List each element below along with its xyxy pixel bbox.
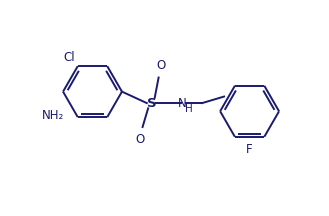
Text: NH₂: NH₂	[42, 109, 64, 122]
Text: H: H	[185, 104, 192, 114]
Text: O: O	[157, 59, 166, 72]
Text: F: F	[246, 143, 253, 156]
Text: Cl: Cl	[63, 51, 75, 64]
Text: N: N	[178, 97, 187, 110]
Text: O: O	[135, 133, 144, 146]
Text: S: S	[147, 97, 156, 110]
